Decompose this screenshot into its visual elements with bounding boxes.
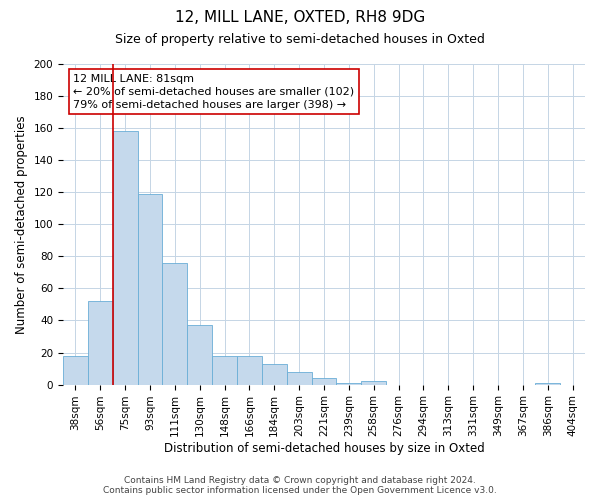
Text: Size of property relative to semi-detached houses in Oxted: Size of property relative to semi-detach…	[115, 32, 485, 46]
X-axis label: Distribution of semi-detached houses by size in Oxted: Distribution of semi-detached houses by …	[164, 442, 484, 455]
Bar	[361, 382, 386, 384]
Text: 12 MILL LANE: 81sqm
← 20% of semi-detached houses are smaller (102)
79% of semi-: 12 MILL LANE: 81sqm ← 20% of semi-detach…	[73, 74, 355, 110]
Bar	[262, 364, 287, 384]
Bar	[88, 301, 113, 384]
Bar	[287, 372, 311, 384]
Bar	[337, 383, 361, 384]
Bar	[113, 132, 137, 384]
Bar	[535, 383, 560, 384]
Y-axis label: Number of semi-detached properties: Number of semi-detached properties	[15, 115, 28, 334]
Bar	[212, 356, 237, 384]
Bar	[237, 356, 262, 384]
Bar	[137, 194, 163, 384]
Text: Contains HM Land Registry data © Crown copyright and database right 2024.
Contai: Contains HM Land Registry data © Crown c…	[103, 476, 497, 495]
Bar	[63, 356, 88, 384]
Bar	[311, 378, 337, 384]
Text: 12, MILL LANE, OXTED, RH8 9DG: 12, MILL LANE, OXTED, RH8 9DG	[175, 10, 425, 25]
Bar	[163, 263, 187, 384]
Bar	[187, 326, 212, 384]
